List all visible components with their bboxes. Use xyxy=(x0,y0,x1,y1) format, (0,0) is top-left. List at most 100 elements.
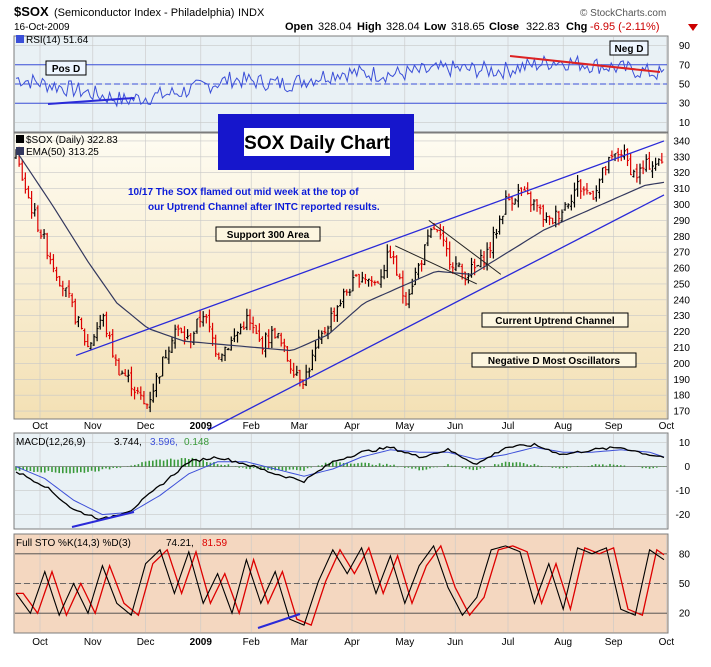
ema-line xyxy=(15,150,665,352)
price-y-tick-label: 250 xyxy=(673,279,690,290)
price-y-tick-label: 290 xyxy=(673,216,690,227)
comment-line-2: our Uptrend Channel after INTC reported … xyxy=(148,202,380,213)
channel-lower-line xyxy=(207,194,665,431)
negative-box xyxy=(471,352,637,368)
neg-d-box xyxy=(609,40,649,56)
x-tick-label: Oct xyxy=(32,421,48,432)
macd-trendline xyxy=(71,511,135,528)
macd-y-tick-label: 10 xyxy=(679,438,691,449)
rsi-neg-d-trendline xyxy=(509,55,661,73)
x-tick-label: Nov xyxy=(84,421,102,432)
x-tick-label: Sep xyxy=(605,637,623,648)
x-tick-label: Dec xyxy=(137,421,155,432)
uptrend-label: Current Uptrend Channel xyxy=(495,316,615,327)
x-tick-label: Sep xyxy=(605,421,623,432)
x-tick-label: Feb xyxy=(243,637,261,648)
grid-layer xyxy=(15,37,667,632)
low-value: 318.65 xyxy=(451,21,485,33)
sto-y-tick-label: 50 xyxy=(679,579,691,590)
quote-row: Open 328.04 High 328.04 Low 318.65 Close… xyxy=(285,21,698,33)
price-y-tick-label: 270 xyxy=(673,248,690,259)
rsi-y-tick-label: 10 xyxy=(679,118,691,129)
price-y-tick-label: 180 xyxy=(673,391,690,402)
rsi-y-tick-label: 30 xyxy=(679,99,691,110)
x-tick-label: 2009 xyxy=(190,421,213,432)
price-y-tick-label: 220 xyxy=(673,327,690,338)
sto-legend-prefix: Full STO %K(14,3) %D(3) xyxy=(16,538,131,549)
sto-y-tick-label: 20 xyxy=(679,609,691,620)
ema-legend-swatch xyxy=(16,147,24,155)
sto-d-line xyxy=(16,544,665,626)
x-tick-label: Nov xyxy=(84,637,102,648)
price-y-tick-label: 230 xyxy=(673,311,690,322)
title-inner xyxy=(244,128,390,156)
x-tick-label: Apr xyxy=(344,421,360,432)
rsi-y-tick-label: 90 xyxy=(679,41,691,52)
price-y-tick-label: 330 xyxy=(673,152,690,163)
chart-header: $SOX (Semiconductor Index - Philadelphia… xyxy=(14,4,698,33)
high-label: High xyxy=(357,21,382,33)
index-name: (Semiconductor Index - Philadelphia) xyxy=(54,7,234,19)
support-box xyxy=(215,226,321,242)
x-tick-label: Jul xyxy=(502,421,515,432)
macd-legend-prefix: MACD(12,26,9) xyxy=(16,437,85,448)
sto-trendline xyxy=(257,613,301,629)
chart-title: SOX Daily Chart xyxy=(244,133,390,154)
macd-legend-value: 3.744, xyxy=(114,437,142,448)
rsi-y-tick-label: 50 xyxy=(679,80,691,91)
macd-y-tick-label: 0 xyxy=(684,462,690,473)
close-label: Close xyxy=(489,21,519,33)
price-y-tick-label: 240 xyxy=(673,295,690,306)
price-legend-swatch xyxy=(16,135,24,143)
price-y-tick-label: 300 xyxy=(673,200,690,211)
price-y-tick-label: 310 xyxy=(673,184,690,195)
rsi-pos-d-trendline xyxy=(47,97,135,105)
chart-date: 16-Oct-2009 xyxy=(14,22,70,33)
negative-label: Negative D Most Oscillators xyxy=(488,356,621,367)
uptrend-box xyxy=(481,312,629,328)
price-y-tick-label: 280 xyxy=(673,232,690,243)
down-arrow-icon xyxy=(688,24,698,31)
x-tick-label: Apr xyxy=(344,637,360,648)
ema-legend: EMA(50) 313.25 xyxy=(26,147,99,158)
x-tick-label: Jun xyxy=(447,421,463,432)
x-tick-label: Aug xyxy=(554,637,572,648)
x-tick-label: Dec xyxy=(137,637,155,648)
sto-y-tick-label: 80 xyxy=(679,549,691,560)
price-y-tick-label: 320 xyxy=(673,168,690,179)
x-tick-label: May xyxy=(395,421,414,432)
price-y-tick-label: 200 xyxy=(673,359,690,370)
x-tick-label: Jun xyxy=(447,637,463,648)
rsi-legend: RSI(14) 51.64 xyxy=(26,35,89,46)
price-y-tick-label: 190 xyxy=(673,375,690,386)
macd-y-tick-label: -20 xyxy=(676,510,691,521)
x-tick-label: May xyxy=(395,637,414,648)
price-y-tick-label: 340 xyxy=(673,136,690,147)
high-value: 328.04 xyxy=(386,21,420,33)
x-tick-label: Oct xyxy=(659,421,675,432)
low-label: Low xyxy=(424,21,446,33)
open-value: 328.04 xyxy=(318,21,352,33)
x-tick-label: Aug xyxy=(554,421,572,432)
pos-d-label: Pos D xyxy=(52,64,80,75)
rsi-legend-swatch xyxy=(16,35,24,43)
x-tick-label: Mar xyxy=(291,421,309,432)
x-tick-label: Oct xyxy=(32,637,48,648)
neg-d-label: Neg D xyxy=(615,44,644,55)
open-label: Open xyxy=(285,21,313,33)
x-tick-label: 2009 xyxy=(190,637,213,648)
channel-upper-line xyxy=(75,140,665,357)
price-y-tick-label: 210 xyxy=(673,343,690,354)
support-label: Support 300 Area xyxy=(227,230,310,241)
x-tick-label: Jul xyxy=(502,637,515,648)
sto-k-legend-value: 74.21, xyxy=(166,538,194,549)
pos-d-box xyxy=(45,60,87,76)
label-layer: Oct Oct Nov Nov Dec Dec 2009 2009 Feb Feb Mar Mar Ap… xyxy=(32,41,690,648)
price-y-tick-label: 260 xyxy=(673,264,690,275)
signal-legend-value: 3.596, xyxy=(150,437,178,448)
symbol: $SOX xyxy=(14,4,49,19)
macd-line xyxy=(15,442,665,521)
price-legend: $SOX (Daily) 322.83 xyxy=(26,135,118,146)
comment-line-1: 10/17 The SOX flamed out mid week at the… xyxy=(128,187,359,198)
